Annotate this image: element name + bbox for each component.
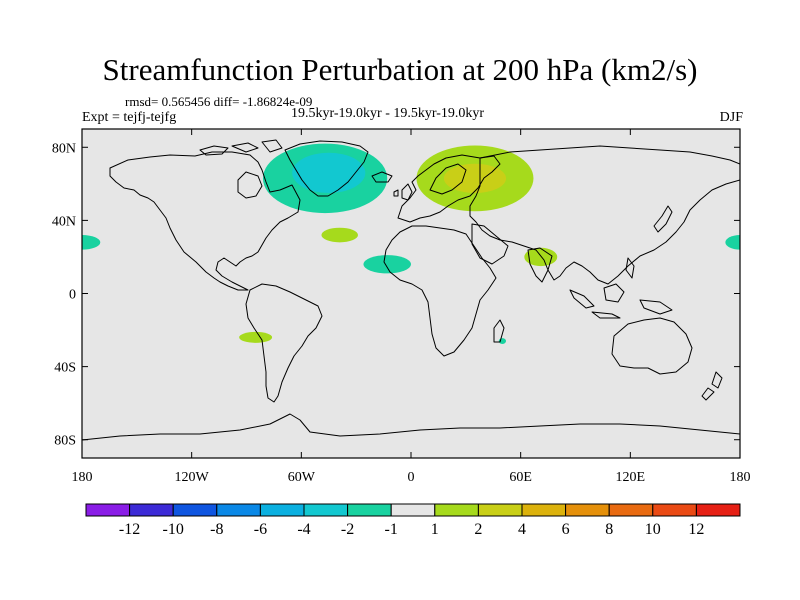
colorbar-box (129, 503, 174, 517)
coastline-borneo (603, 283, 625, 303)
colorbar-box (434, 503, 479, 517)
colorbar-label: 12 (688, 521, 704, 538)
season-label: DJF (719, 110, 743, 125)
colorbar-label: 8 (605, 521, 613, 538)
coastline-india (527, 247, 553, 283)
coastline-new-guinea (639, 299, 673, 315)
lat-tick-label: 80S (54, 434, 76, 449)
lat-tick-label: 40N (52, 214, 76, 229)
lon-tick-label: 60E (509, 470, 532, 485)
coastline-south-america (245, 283, 323, 403)
coastline-australia (611, 317, 693, 375)
lon-tick-label: 180 (72, 470, 93, 485)
lat-tick-label: 40S (54, 361, 76, 376)
colorbar-label: 10 (645, 521, 661, 538)
chart-title: Streamfunction Perturbation at 200 hPa (… (102, 52, 698, 87)
anomaly-south-atlantic-positive (239, 331, 273, 343)
lon-tick-label: 120W (175, 470, 210, 485)
anomaly-scandinavia-core (443, 163, 507, 193)
coastlines (82, 139, 740, 441)
colorbar-box (303, 503, 349, 517)
lat-tick-label: 0 (69, 288, 76, 303)
colorbar-label: -8 (210, 521, 223, 538)
coastline-new-zealand (701, 371, 723, 401)
colorbar-box (521, 503, 567, 517)
coastline-java (591, 311, 621, 319)
period-label: 19.5kyr-19.0kyr - 19.5kyr-19.0kyr (291, 106, 485, 121)
colorbar-label: -4 (297, 521, 310, 538)
colorbar-box (608, 503, 654, 517)
coastline-antarctica (82, 413, 740, 441)
colorbar-label: -6 (254, 521, 267, 538)
coastline-sumatra (569, 289, 595, 309)
stats-line: rmsd= 0.565456 diff= -1.86824e-09 (125, 94, 313, 109)
colorbar-box (390, 503, 436, 517)
coastline-scandinavia (429, 163, 467, 195)
coastline-north-america (109, 151, 301, 291)
lon-tick-label: 120E (616, 470, 646, 485)
coastline-british-isles (393, 183, 413, 201)
coastline-arctic-islands (199, 139, 283, 156)
coastline-iceland (371, 171, 393, 183)
colorbar-box (172, 503, 218, 517)
anomaly-west-africa-negative (363, 255, 411, 274)
colorbar-label: -12 (119, 521, 140, 538)
colorbar-label: -10 (163, 521, 184, 538)
anomaly-arabian-sea-positive (524, 247, 558, 267)
colorbar-box (347, 503, 392, 517)
anomaly-layer (82, 143, 740, 344)
colorbar-box (259, 503, 305, 517)
colorbar-box (477, 503, 523, 517)
coastline-europe (397, 154, 501, 223)
colorbar-label: 2 (474, 521, 482, 538)
coastline-asia (469, 145, 740, 285)
lon-tick-label: 60W (288, 470, 316, 485)
colorbar-label: 1 (431, 521, 439, 538)
colorbar-label: 6 (562, 521, 570, 538)
colorbar-box (216, 503, 261, 517)
coastline-arabia (471, 223, 509, 265)
lat-tick-label: 80N (52, 141, 76, 156)
colorbar-box (565, 503, 610, 517)
map-background (82, 129, 740, 458)
coastline-madagascar (493, 319, 505, 343)
anomaly-north-pacific-west-negative (82, 235, 101, 250)
coastline-hudson-bay (237, 171, 263, 199)
colorbar-boxes (85, 503, 741, 517)
anomaly-mid-atlantic-positive (321, 227, 358, 243)
colorbar-box (85, 503, 131, 517)
coastline-greenland (284, 140, 369, 197)
colorbar-box (695, 503, 741, 517)
coastline-philippines (625, 257, 635, 279)
colorbar-box (652, 503, 697, 517)
coastline-africa (383, 225, 497, 357)
colorbar-label: 4 (518, 521, 526, 538)
experiment-label: Expt = tejfj-tejfg (82, 110, 177, 125)
coastline-japan (653, 205, 673, 233)
colorbar-label: -2 (341, 521, 354, 538)
anomaly-north-pacific-east-negative (725, 235, 740, 250)
map-axes: 80N 40N 0 40S 80S 180 120W 60W 0 60E 120E 180 (52, 129, 751, 485)
lon-tick-label: 0 (408, 470, 415, 485)
colorbar-label: -1 (385, 521, 398, 538)
lon-tick-label: 180 (730, 470, 751, 485)
colorbar-labels: -12 -10 -8 -6 -4 -2 -1 1 2 4 6 8 10 12 (119, 521, 704, 538)
